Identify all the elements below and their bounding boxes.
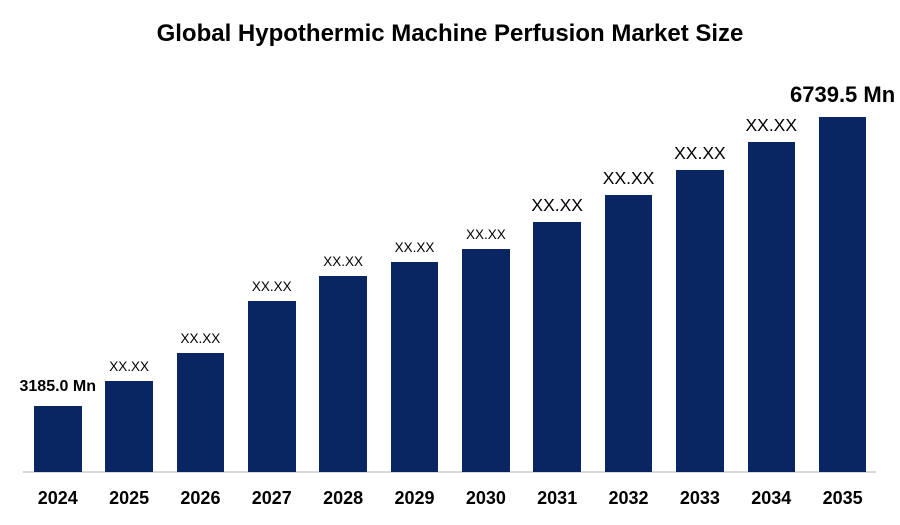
- bar-2032: [604, 195, 653, 472]
- x-tick-2032: 2032: [608, 488, 649, 508]
- value-label-2024: 3185.0 Mn: [19, 378, 96, 395]
- value-label-2027: XX.XX: [251, 278, 292, 294]
- bar-2030: [462, 249, 510, 472]
- bar-2031: [533, 222, 581, 472]
- value-label-2035: 6739.5 Mn: [790, 82, 896, 107]
- value-label-2028: XX.XX: [323, 253, 364, 269]
- value-label-2033: XX.XX: [674, 142, 726, 163]
- bar-2025: [105, 381, 153, 472]
- value-label-2026: XX.XX: [180, 330, 221, 346]
- x-tick-2031: 2031: [537, 488, 578, 508]
- bar-2024: [34, 406, 82, 472]
- value-label-2030: XX.XX: [465, 226, 506, 242]
- x-tick-2025: 2025: [109, 488, 150, 508]
- value-label-2029: XX.XX: [394, 239, 435, 255]
- value-label-2031: XX.XX: [531, 194, 583, 215]
- x-tick-2035: 2035: [822, 488, 863, 508]
- chart-title: Global Hypothermic Machine Perfusion Mar…: [156, 20, 744, 47]
- x-tick-2030: 2030: [465, 488, 506, 508]
- bar-2033: [676, 170, 724, 472]
- value-label-2034: XX.XX: [745, 114, 798, 135]
- x-tick-2026: 2026: [180, 488, 221, 508]
- bar-2034: [747, 142, 795, 472]
- x-tick-2024: 2024: [37, 488, 78, 508]
- x-axis-line: [23, 471, 876, 473]
- x-tick-2027: 2027: [251, 488, 292, 508]
- x-tick-2029: 2029: [394, 488, 435, 508]
- bar-2028: [319, 276, 367, 472]
- value-label-2032: XX.XX: [602, 167, 655, 188]
- bar-2027: [248, 301, 296, 472]
- x-tick-2033: 2033: [679, 488, 720, 508]
- bar-2026: [176, 353, 225, 472]
- bar-2029: [390, 262, 439, 472]
- x-tick-2034: 2034: [751, 488, 792, 508]
- bar-2035: [818, 117, 867, 472]
- x-tick-2028: 2028: [323, 488, 364, 508]
- value-label-2025: XX.XX: [109, 358, 149, 374]
